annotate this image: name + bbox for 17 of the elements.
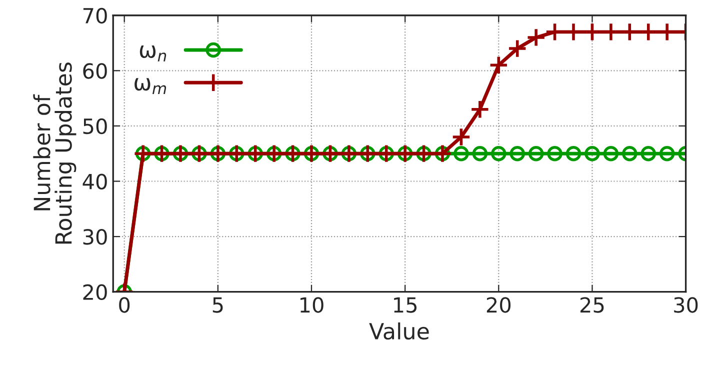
x-tick-label: 30 [674,297,698,313]
y-tick-label: 30 [83,228,107,245]
y-tick-label: 50 [83,118,107,134]
legend-label: ω$_{m}$ [134,78,166,94]
y-axis-title: Number of Routing Updates [33,62,76,244]
x-tick-label: 10 [300,297,324,313]
y-tick-label: 40 [82,174,107,190]
legend-label: ω$_{n}$ [140,46,166,62]
y-tick-label: 70 [83,8,107,24]
y-tick-label: 20 [83,284,107,300]
y-tick-label: 60 [83,63,107,79]
x-tick-label: 20 [486,297,511,313]
x-tick-label: 5 [212,297,223,313]
x-tick-label: 0 [119,297,130,313]
x-axis-title: Value [369,322,429,340]
x-tick-label: 25 [580,297,604,313]
x-tick-label: 15 [394,297,417,313]
